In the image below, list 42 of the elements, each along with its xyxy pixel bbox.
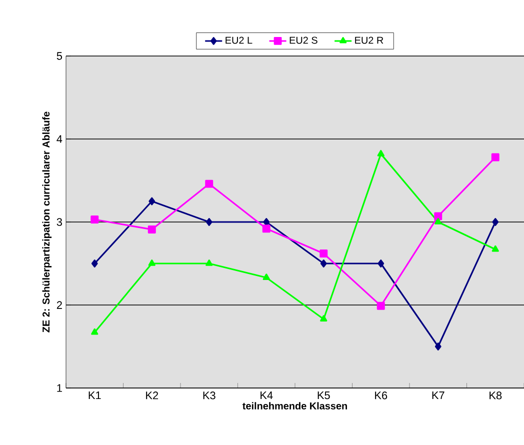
point [91, 260, 98, 268]
x-tick-label: K1 [88, 392, 101, 400]
point [262, 224, 270, 233]
point [263, 218, 270, 226]
y-tick-label: 2 [56, 301, 62, 309]
y-tick-label: 1 [57, 384, 62, 392]
point [206, 218, 212, 226]
x-tick-label: K6 [375, 392, 388, 400]
y-tick-label: 4 [56, 135, 62, 143]
point [491, 153, 500, 162]
y-axis-title: ZE 2: Schülerpartizipation curricularer Abläufe [42, 112, 52, 332]
point [205, 180, 214, 188]
x-tick-label: K8 [490, 392, 502, 400]
point [262, 274, 270, 280]
x-tick-label: K4 [260, 392, 273, 400]
x-tick-label: K2 [146, 392, 158, 400]
point [320, 315, 328, 322]
y-tick-label: 5 [56, 52, 62, 60]
legend-label: EU2 S [290, 36, 318, 44]
y-tick-label: 3 [56, 218, 62, 226]
point [148, 260, 156, 266]
point [91, 328, 98, 335]
point [376, 302, 385, 310]
point [377, 150, 384, 156]
point [434, 212, 442, 220]
point [148, 225, 156, 234]
point [320, 250, 328, 258]
legend-label: EU2 R [355, 36, 384, 44]
point [378, 260, 384, 268]
legend-label: EU2 L [226, 36, 252, 44]
point [434, 342, 442, 350]
point [434, 218, 442, 224]
point [492, 245, 499, 252]
x-tick-label: K3 [203, 392, 216, 400]
point [206, 260, 213, 266]
point [90, 216, 99, 224]
point [492, 218, 499, 226]
point [320, 260, 327, 268]
x-axis-title: teilnehmende Klassen [242, 402, 347, 410]
point [148, 197, 156, 206]
x-tick-label: K7 [432, 392, 444, 400]
x-tick-label: K5 [318, 392, 330, 400]
